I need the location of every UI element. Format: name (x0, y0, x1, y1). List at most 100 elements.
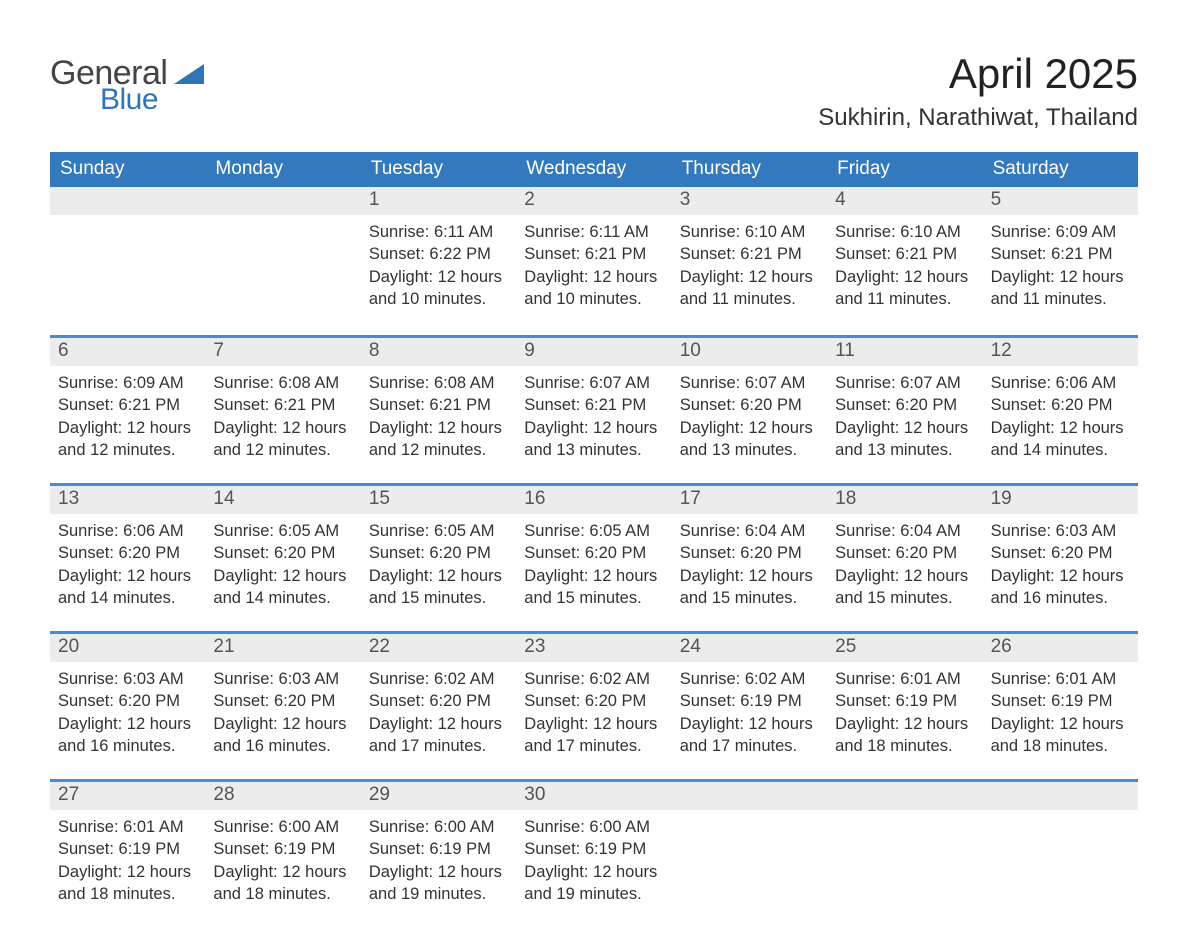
day-body: Sunrise: 6:11 AMSunset: 6:21 PMDaylight:… (516, 215, 671, 320)
day-cell: 14Sunrise: 6:05 AMSunset: 6:20 PMDayligh… (205, 486, 360, 631)
daylight-line: Daylight: 12 hours and 18 minutes. (213, 861, 352, 906)
sunrise-line: Sunrise: 6:03 AM (213, 668, 352, 690)
day-number: 18 (827, 486, 982, 514)
day-number: 14 (205, 486, 360, 514)
daylight-line: Daylight: 12 hours and 11 minutes. (680, 266, 819, 311)
sunset-line: Sunset: 6:21 PM (680, 243, 819, 265)
daylight-line: Daylight: 12 hours and 12 minutes. (369, 417, 508, 462)
day-cell: 17Sunrise: 6:04 AMSunset: 6:20 PMDayligh… (672, 486, 827, 631)
sunrise-line: Sunrise: 6:02 AM (524, 668, 663, 690)
day-number: 10 (672, 338, 827, 366)
sunrise-line: Sunrise: 6:06 AM (58, 520, 197, 542)
day-body: Sunrise: 6:00 AMSunset: 6:19 PMDaylight:… (516, 810, 671, 915)
day-body (983, 810, 1138, 826)
sunrise-line: Sunrise: 6:02 AM (369, 668, 508, 690)
sunset-line: Sunset: 6:19 PM (58, 838, 197, 860)
sunset-line: Sunset: 6:21 PM (369, 394, 508, 416)
weekday-header: Monday (205, 152, 360, 187)
daylight-line: Daylight: 12 hours and 12 minutes. (213, 417, 352, 462)
day-number: 13 (50, 486, 205, 514)
sunrise-line: Sunrise: 6:04 AM (835, 520, 974, 542)
week-row: 13Sunrise: 6:06 AMSunset: 6:20 PMDayligh… (50, 483, 1138, 631)
page-header: General Blue April 2025 Sukhirin, Narath… (50, 50, 1138, 146)
day-body: Sunrise: 6:00 AMSunset: 6:19 PMDaylight:… (205, 810, 360, 915)
weekday-header: Tuesday (361, 152, 516, 187)
calendar: Sunday Monday Tuesday Wednesday Thursday… (50, 152, 1138, 927)
day-number (205, 187, 360, 215)
weekday-header: Thursday (672, 152, 827, 187)
sunset-line: Sunset: 6:19 PM (369, 838, 508, 860)
sunrise-line: Sunrise: 6:05 AM (369, 520, 508, 542)
day-cell: 4Sunrise: 6:10 AMSunset: 6:21 PMDaylight… (827, 187, 982, 335)
daylight-line: Daylight: 12 hours and 13 minutes. (524, 417, 663, 462)
sunset-line: Sunset: 6:21 PM (58, 394, 197, 416)
day-body: Sunrise: 6:10 AMSunset: 6:21 PMDaylight:… (827, 215, 982, 320)
day-cell: 30Sunrise: 6:00 AMSunset: 6:19 PMDayligh… (516, 782, 671, 927)
day-body: Sunrise: 6:08 AMSunset: 6:21 PMDaylight:… (205, 366, 360, 471)
daylight-line: Daylight: 12 hours and 14 minutes. (213, 565, 352, 610)
day-number: 1 (361, 187, 516, 215)
title-block: April 2025 Sukhirin, Narathiwat, Thailan… (818, 50, 1138, 146)
day-number: 16 (516, 486, 671, 514)
day-cell: 11Sunrise: 6:07 AMSunset: 6:20 PMDayligh… (827, 338, 982, 483)
daylight-line: Daylight: 12 hours and 15 minutes. (680, 565, 819, 610)
day-cell: 25Sunrise: 6:01 AMSunset: 6:19 PMDayligh… (827, 634, 982, 779)
day-cell: 16Sunrise: 6:05 AMSunset: 6:20 PMDayligh… (516, 486, 671, 631)
sunset-line: Sunset: 6:20 PM (991, 394, 1130, 416)
day-cell (827, 782, 982, 927)
day-cell: 15Sunrise: 6:05 AMSunset: 6:20 PMDayligh… (361, 486, 516, 631)
week-row: 27Sunrise: 6:01 AMSunset: 6:19 PMDayligh… (50, 779, 1138, 927)
weekday-header: Wednesday (516, 152, 671, 187)
day-body: Sunrise: 6:04 AMSunset: 6:20 PMDaylight:… (672, 514, 827, 619)
day-number: 27 (50, 782, 205, 810)
sunset-line: Sunset: 6:19 PM (835, 690, 974, 712)
day-cell: 23Sunrise: 6:02 AMSunset: 6:20 PMDayligh… (516, 634, 671, 779)
day-body: Sunrise: 6:07 AMSunset: 6:21 PMDaylight:… (516, 366, 671, 471)
sunrise-line: Sunrise: 6:01 AM (58, 816, 197, 838)
day-cell: 28Sunrise: 6:00 AMSunset: 6:19 PMDayligh… (205, 782, 360, 927)
daylight-line: Daylight: 12 hours and 11 minutes. (991, 266, 1130, 311)
day-body (50, 215, 205, 231)
week-row: 20Sunrise: 6:03 AMSunset: 6:20 PMDayligh… (50, 631, 1138, 779)
day-body: Sunrise: 6:01 AMSunset: 6:19 PMDaylight:… (50, 810, 205, 915)
sunset-line: Sunset: 6:20 PM (680, 394, 819, 416)
day-cell: 5Sunrise: 6:09 AMSunset: 6:21 PMDaylight… (983, 187, 1138, 335)
daylight-line: Daylight: 12 hours and 10 minutes. (369, 266, 508, 311)
sunrise-line: Sunrise: 6:04 AM (680, 520, 819, 542)
day-number: 7 (205, 338, 360, 366)
day-cell: 13Sunrise: 6:06 AMSunset: 6:20 PMDayligh… (50, 486, 205, 631)
daylight-line: Daylight: 12 hours and 10 minutes. (524, 266, 663, 311)
daylight-line: Daylight: 12 hours and 19 minutes. (524, 861, 663, 906)
day-cell: 7Sunrise: 6:08 AMSunset: 6:21 PMDaylight… (205, 338, 360, 483)
daylight-line: Daylight: 12 hours and 18 minutes. (58, 861, 197, 906)
day-body: Sunrise: 6:09 AMSunset: 6:21 PMDaylight:… (50, 366, 205, 471)
sunrise-line: Sunrise: 6:00 AM (369, 816, 508, 838)
day-number (827, 782, 982, 810)
day-cell (983, 782, 1138, 927)
sunset-line: Sunset: 6:21 PM (835, 243, 974, 265)
sunrise-line: Sunrise: 6:11 AM (524, 221, 663, 243)
day-cell (50, 187, 205, 335)
day-number (50, 187, 205, 215)
sunrise-line: Sunrise: 6:01 AM (991, 668, 1130, 690)
day-body: Sunrise: 6:02 AMSunset: 6:20 PMDaylight:… (516, 662, 671, 767)
daylight-line: Daylight: 12 hours and 18 minutes. (991, 713, 1130, 758)
day-cell: 19Sunrise: 6:03 AMSunset: 6:20 PMDayligh… (983, 486, 1138, 631)
day-cell: 24Sunrise: 6:02 AMSunset: 6:19 PMDayligh… (672, 634, 827, 779)
day-cell: 8Sunrise: 6:08 AMSunset: 6:21 PMDaylight… (361, 338, 516, 483)
sunrise-line: Sunrise: 6:02 AM (680, 668, 819, 690)
day-body: Sunrise: 6:02 AMSunset: 6:19 PMDaylight:… (672, 662, 827, 767)
day-body: Sunrise: 6:09 AMSunset: 6:21 PMDaylight:… (983, 215, 1138, 320)
sunset-line: Sunset: 6:21 PM (524, 394, 663, 416)
sunrise-line: Sunrise: 6:03 AM (58, 668, 197, 690)
day-cell: 12Sunrise: 6:06 AMSunset: 6:20 PMDayligh… (983, 338, 1138, 483)
sunset-line: Sunset: 6:19 PM (213, 838, 352, 860)
daylight-line: Daylight: 12 hours and 17 minutes. (524, 713, 663, 758)
weekday-header: Sunday (50, 152, 205, 187)
day-number: 25 (827, 634, 982, 662)
sunset-line: Sunset: 6:20 PM (835, 394, 974, 416)
sunrise-line: Sunrise: 6:07 AM (835, 372, 974, 394)
week-row: 6Sunrise: 6:09 AMSunset: 6:21 PMDaylight… (50, 335, 1138, 483)
week-row: 1Sunrise: 6:11 AMSunset: 6:22 PMDaylight… (50, 187, 1138, 335)
day-cell (672, 782, 827, 927)
